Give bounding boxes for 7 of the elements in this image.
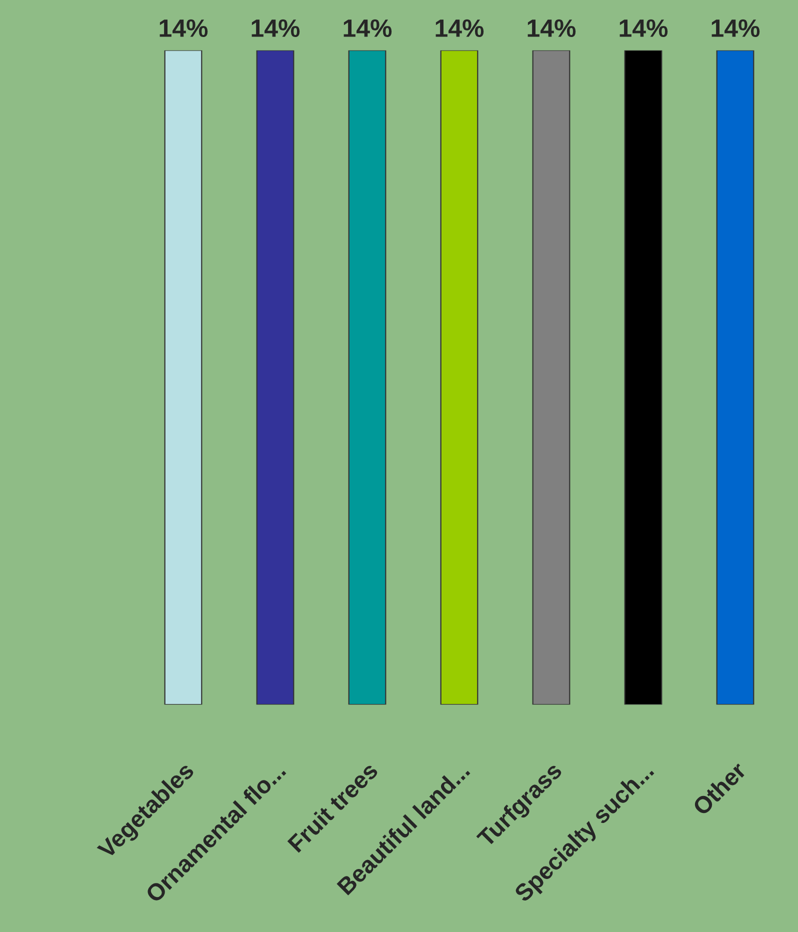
data-label: 14% bbox=[620, 19, 668, 37]
data-label: 14% bbox=[160, 19, 208, 37]
data-label: 14% bbox=[344, 19, 392, 37]
data-label: 14% bbox=[436, 19, 484, 37]
data-label: 14% bbox=[712, 19, 760, 37]
data-label: 14% bbox=[528, 19, 576, 37]
data-label: 14% bbox=[252, 19, 300, 37]
